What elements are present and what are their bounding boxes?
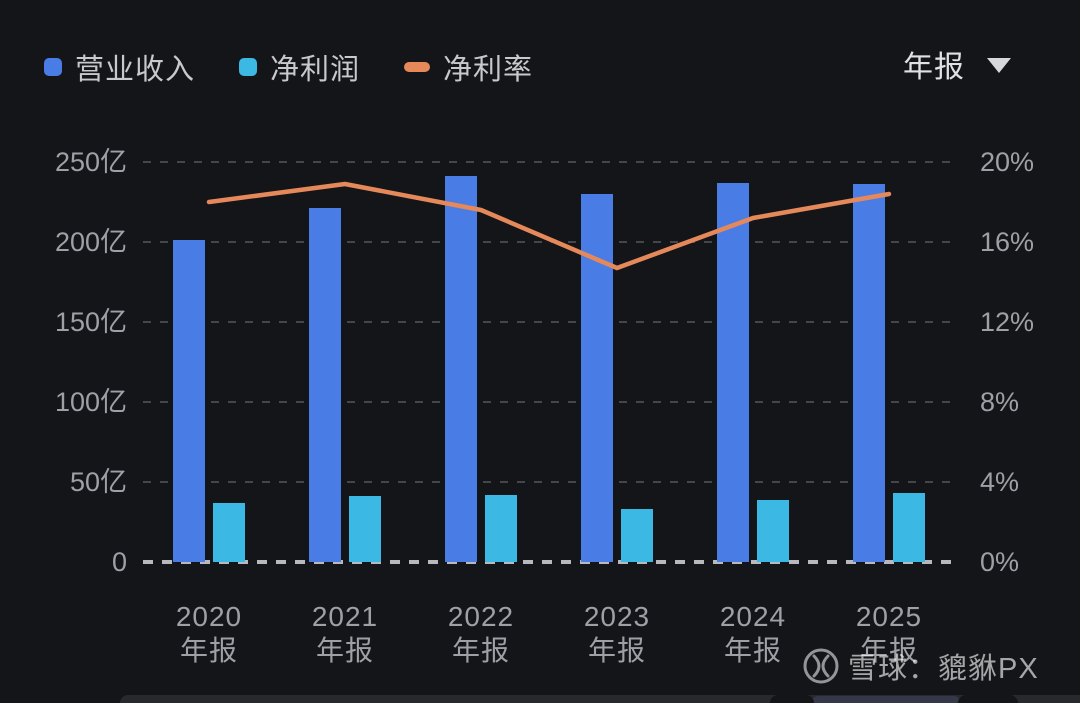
next-card-top-edge (120, 695, 1080, 703)
bar-revenue-2023[interactable] (581, 194, 613, 562)
next-card-segment (812, 696, 960, 703)
y-axis-left-tick: 200亿 (54, 227, 127, 257)
x-label-year: 2024 (719, 601, 787, 632)
y-axis-right-tick: 8% (980, 387, 1020, 417)
x-label-2025: 2025 年报 (814, 600, 964, 668)
legend-label: 净利率 (443, 54, 534, 86)
y-axis-right-tick: 0% (980, 547, 1020, 577)
x-label-period: 年报 (859, 635, 918, 666)
legend-item-net-profit[interactable]: 净利润 (239, 46, 360, 88)
bar-net-profit-2023[interactable] (621, 509, 653, 562)
x-label-period: 年报 (315, 635, 374, 666)
y-axis-right-tick: 20% (980, 147, 1035, 177)
bar-net-profit-2024[interactable] (757, 500, 789, 562)
legend-label: 营业收入 (75, 54, 196, 86)
watermark: 雪球：貔貅PX (802, 645, 1039, 687)
x-label-period: 年报 (451, 635, 510, 666)
net-margin-line-marker-icon (404, 62, 431, 72)
bar-revenue-2022[interactable] (445, 176, 477, 562)
bar-net-profit-2022[interactable] (485, 495, 517, 562)
next-card-gap (770, 695, 814, 703)
y-axis-left-tick: 0 (111, 547, 127, 577)
watermark-text: 雪球：貔貅PX (848, 653, 1039, 685)
x-label-2024: 2024 年报 (678, 600, 828, 668)
x-label-2021: 2021 年报 (270, 600, 420, 668)
x-label-2020: 2020 年报 (134, 600, 284, 668)
bar-revenue-2020[interactable] (173, 240, 205, 562)
report-period-selector[interactable]: 年报 (903, 42, 1011, 86)
bar-revenue-2024[interactable] (717, 183, 749, 562)
y-axis-right-tick: 4% (980, 467, 1020, 497)
bar-revenue-2025[interactable] (853, 184, 885, 562)
x-label-year: 2025 (855, 601, 923, 632)
net-profit-swatch-icon (239, 58, 258, 76)
y-axis-left-tick: 250亿 (54, 147, 127, 177)
gridline (143, 401, 955, 403)
x-label-year: 2021 (311, 601, 379, 632)
period-selector-label: 年报 (903, 51, 965, 84)
y-axis-right-tick: 16% (980, 227, 1035, 257)
gridline (143, 481, 955, 483)
x-label-2022: 2022 年报 (406, 600, 556, 668)
gridline (143, 321, 955, 323)
legend-item-revenue[interactable]: 营业收入 (44, 46, 195, 88)
x-label-period: 年报 (723, 635, 782, 666)
y-axis-right-tick: 12% (980, 307, 1035, 337)
gridline (143, 241, 955, 243)
gridline (143, 161, 955, 163)
x-label-year: 2022 (447, 601, 515, 632)
revenue-swatch-icon (44, 58, 62, 76)
y-axis-left-tick: 100亿 (54, 387, 127, 417)
x-label-year: 2023 (583, 601, 651, 632)
legend-item-net-margin[interactable]: 净利率 (404, 46, 533, 88)
bar-revenue-2021[interactable] (309, 208, 341, 562)
bar-net-profit-2021[interactable] (349, 496, 381, 562)
caret-down-icon (987, 58, 1011, 73)
next-card-gap (958, 695, 1018, 703)
y-axis-left-tick: 150亿 (54, 307, 127, 337)
x-label-period: 年报 (179, 635, 238, 666)
chart-legend: 营业收入 净利润 净利率 (44, 46, 533, 88)
legend-label: 净利润 (270, 54, 361, 86)
y-axis-left-tick: 50亿 (69, 467, 127, 497)
xueqiu-logo-icon (803, 648, 839, 684)
x-label-year: 2020 (175, 601, 243, 632)
bar-net-profit-2025[interactable] (893, 493, 925, 562)
x-label-period: 年报 (587, 635, 646, 666)
x-label-2023: 2023 年报 (542, 600, 692, 668)
bar-net-profit-2020[interactable] (213, 503, 245, 562)
x-axis-baseline (143, 560, 955, 564)
